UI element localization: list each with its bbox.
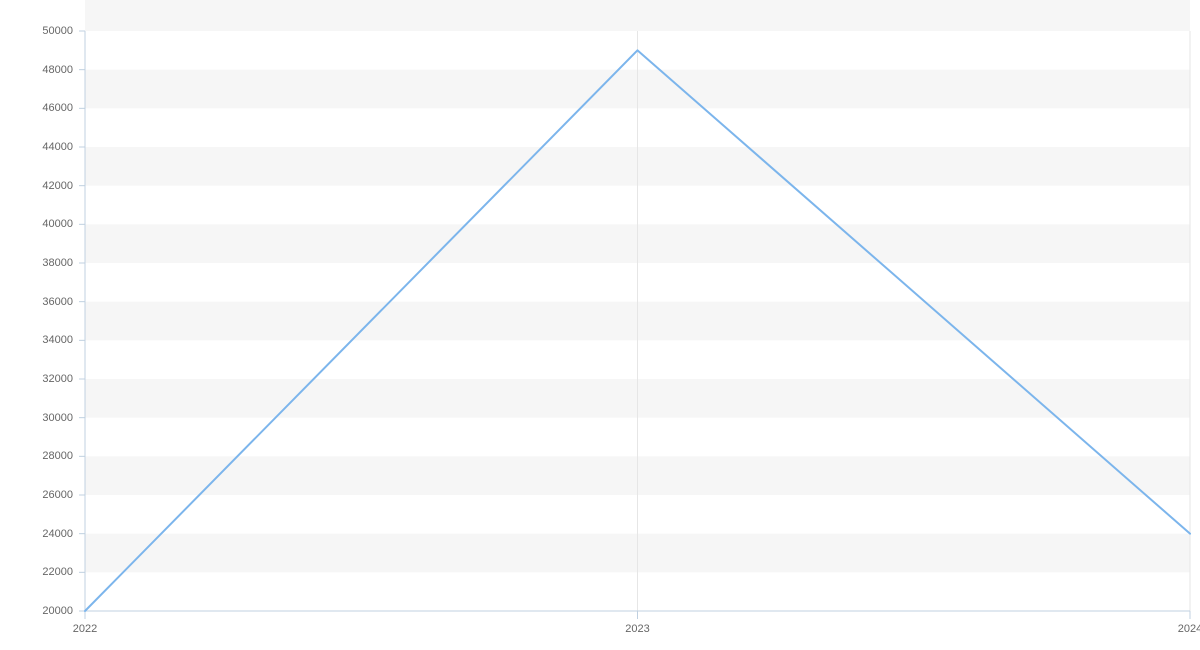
y-tick-label: 36000 (23, 296, 73, 308)
x-tick-label: 2024 (1178, 623, 1200, 635)
y-tick-label: 40000 (23, 218, 73, 230)
x-tick-label: 2023 (625, 623, 649, 635)
y-tick-label: 50000 (23, 25, 73, 37)
chart-svg (85, 31, 1190, 611)
y-tick-label: 26000 (23, 489, 73, 501)
y-tick-label: 42000 (23, 180, 73, 192)
chart-container: ЗАРПЛАТА В ЧКАЛОВЕЦ | Данные mnogo.work … (0, 0, 1200, 650)
y-tick-label: 24000 (23, 528, 73, 540)
y-tick-label: 48000 (23, 64, 73, 76)
y-tick-label: 28000 (23, 450, 73, 462)
y-tick-label: 30000 (23, 412, 73, 424)
y-tick-label: 22000 (23, 566, 73, 578)
y-tick-label: 46000 (23, 102, 73, 114)
x-tick-label: 2022 (73, 623, 97, 635)
y-tick-label: 20000 (23, 605, 73, 617)
y-tick-label: 34000 (23, 334, 73, 346)
y-tick-label: 38000 (23, 257, 73, 269)
plot-area (85, 31, 1190, 611)
y-tick-label: 44000 (23, 141, 73, 153)
y-tick-label: 32000 (23, 373, 73, 385)
